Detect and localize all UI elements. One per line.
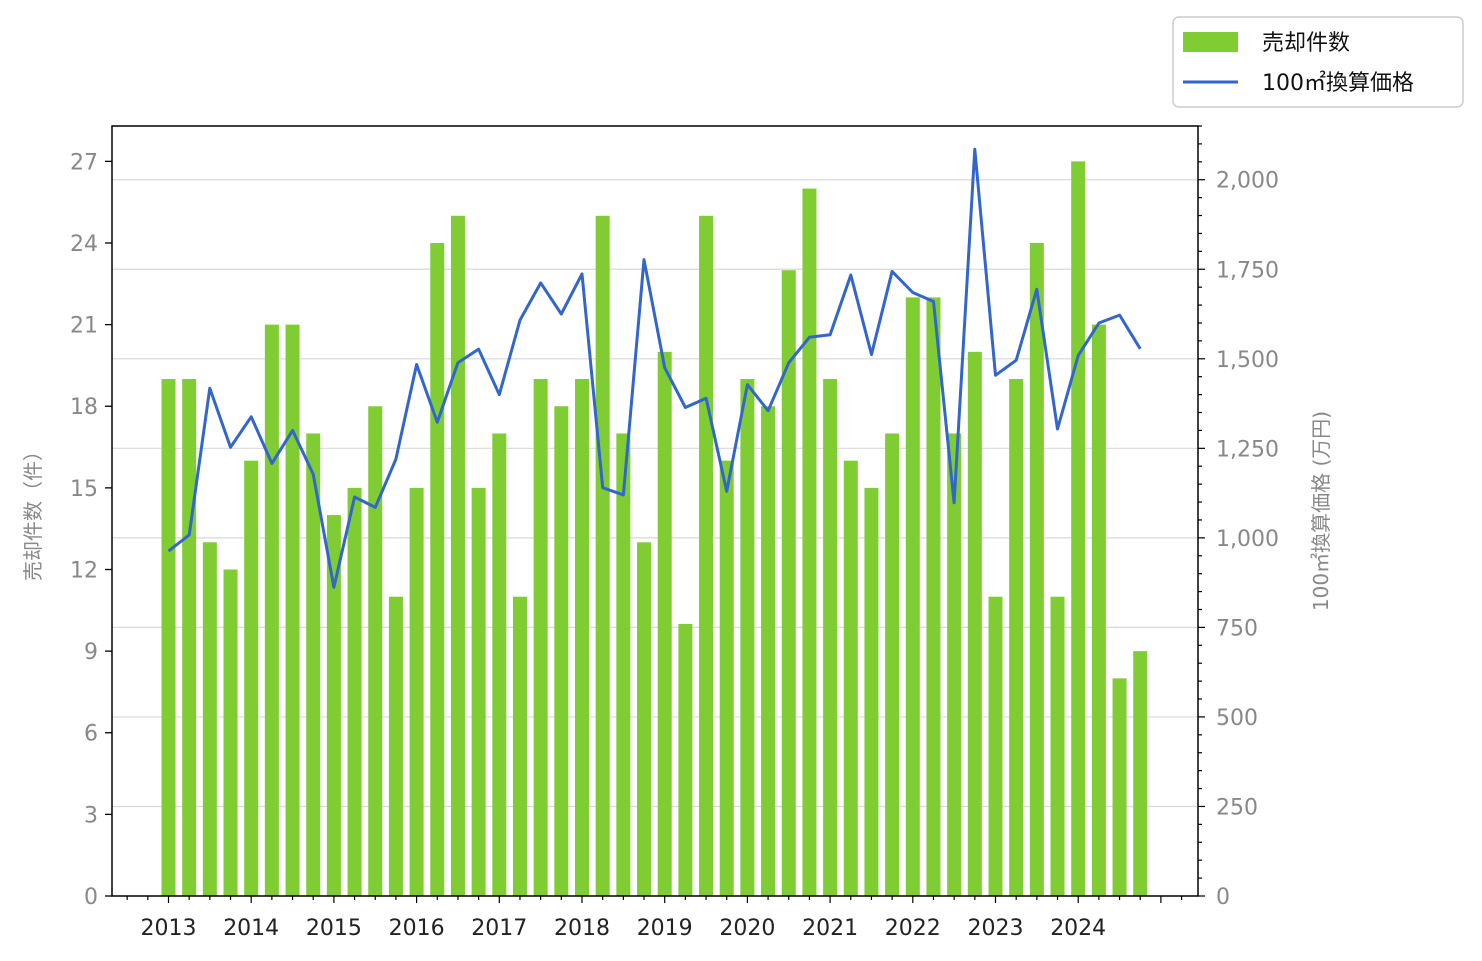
bar	[306, 433, 321, 896]
left-tick-label: 15	[70, 477, 98, 502]
x-tick-label: 2013	[141, 916, 197, 941]
x-tick-label: 2022	[885, 916, 941, 941]
legend-bar-label: 売却件数	[1262, 31, 1350, 56]
bar	[1050, 596, 1065, 896]
bar	[388, 596, 403, 896]
bar	[244, 460, 259, 896]
bar	[967, 351, 982, 896]
bar	[905, 297, 920, 896]
bar	[533, 379, 548, 896]
bar	[988, 596, 1003, 896]
left-tick-label: 27	[70, 150, 98, 175]
left-tick-label: 3	[84, 803, 98, 828]
bar	[1133, 651, 1148, 896]
left-axis-ticks: 0 3 6 9 12 15 18 21 24 27	[70, 150, 112, 910]
right-tick-label: 2,000	[1216, 169, 1279, 194]
bar	[554, 406, 569, 896]
bar	[823, 379, 838, 896]
x-tick-label: 2023	[968, 916, 1024, 941]
x-axis-ticks: 2013 2014 2015 2016 2017 2018 2019 2020 2021 2022…	[126, 896, 1183, 941]
bar-series	[161, 161, 1148, 897]
x-tick-label: 2019	[637, 916, 693, 941]
bar	[781, 270, 796, 896]
bar	[430, 242, 445, 896]
x-tick-label: 2015	[306, 916, 362, 941]
bar	[616, 433, 631, 896]
legend-box	[1172, 16, 1464, 108]
x-tick-label: 2016	[389, 916, 445, 941]
bar	[843, 460, 858, 896]
bar	[182, 379, 197, 896]
bar	[285, 324, 300, 896]
x-tick-label: 2021	[802, 916, 858, 941]
bar	[368, 406, 383, 896]
left-tick-label: 24	[70, 232, 98, 257]
left-tick-label: 9	[84, 640, 98, 665]
left-tick-label: 0	[84, 885, 98, 910]
bar	[492, 433, 507, 896]
bar	[409, 487, 424, 896]
bar	[347, 487, 362, 896]
bar	[223, 569, 238, 896]
right-axis-title: 100㎡換算価格 (万円)	[1309, 411, 1333, 611]
bar	[699, 215, 714, 897]
bar	[740, 379, 755, 896]
price-line	[167, 147, 1142, 589]
left-tick-label: 6	[84, 722, 98, 747]
bar	[326, 515, 341, 896]
bar	[864, 487, 879, 896]
plot-frame	[111, 125, 1199, 897]
bar	[719, 460, 734, 896]
legend-bar-swatch	[1183, 32, 1238, 52]
bar	[802, 188, 817, 897]
right-tick-label: 0	[1216, 885, 1230, 910]
right-tick-label: 1,500	[1216, 348, 1279, 373]
x-tick-label: 2017	[471, 916, 527, 941]
right-tick-label: 750	[1216, 616, 1258, 641]
bar	[657, 351, 672, 896]
x-tick-label: 2024	[1050, 916, 1106, 941]
x-tick-label: 2014	[223, 916, 279, 941]
bar	[202, 542, 217, 896]
right-tick-label: 1,250	[1216, 437, 1279, 462]
bar	[264, 324, 279, 896]
bar	[885, 433, 900, 896]
bar	[512, 596, 527, 896]
left-tick-label: 21	[70, 314, 98, 339]
bar	[595, 215, 610, 897]
bar	[1009, 379, 1024, 896]
bar	[678, 623, 693, 896]
bar	[450, 215, 465, 897]
right-axis-ticks: 0 250 500 750 1,000 1,250 1,500 1,750 2,000	[1198, 125, 1279, 910]
bar	[761, 406, 776, 896]
x-tick-label: 2020	[719, 916, 775, 941]
bar	[575, 379, 589, 896]
bar	[1071, 161, 1086, 896]
bar	[1091, 324, 1106, 896]
x-tick-label: 2018	[554, 916, 610, 941]
bar	[926, 297, 941, 896]
right-tick-label: 250	[1216, 795, 1258, 820]
bar	[637, 542, 652, 896]
left-tick-label: 18	[70, 395, 98, 420]
bar	[471, 487, 486, 896]
left-tick-label: 12	[70, 558, 98, 583]
right-tick-label: 500	[1216, 706, 1258, 731]
left-axis-title: 売却件数（件）	[21, 441, 45, 581]
right-tick-label: 1,000	[1216, 527, 1279, 552]
legend-line-label: 100㎡換算価格	[1262, 70, 1414, 96]
bar	[947, 433, 962, 896]
bar	[1029, 242, 1044, 896]
bar	[161, 379, 176, 896]
right-tick-label: 1,750	[1216, 258, 1279, 283]
bar	[1112, 678, 1127, 896]
legend: 売却件数 100㎡換算価格	[1172, 16, 1464, 108]
